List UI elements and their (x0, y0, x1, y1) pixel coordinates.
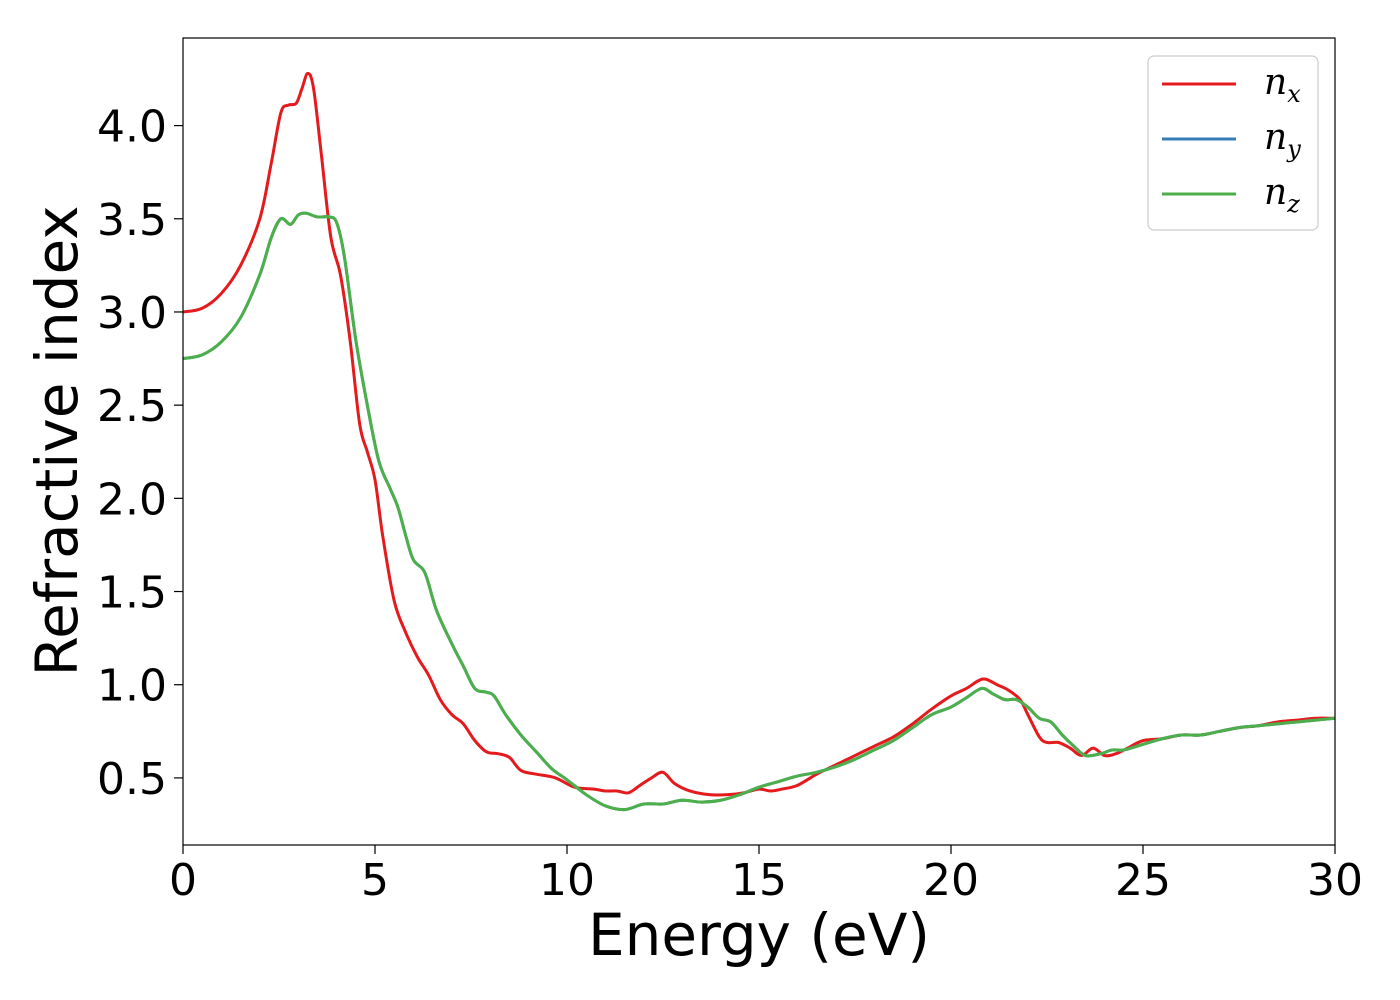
y-tick-label: 1.0 (97, 661, 167, 712)
x-tick-label: 10 (539, 855, 595, 906)
y-tick-label: 2.0 (97, 474, 167, 525)
x-tick-label: 20 (923, 855, 979, 906)
legend-box (1147, 55, 1319, 231)
y-tick-label: 3.5 (97, 195, 167, 246)
y-tick-label: 2.5 (97, 381, 167, 432)
y-tick-label: 0.5 (97, 754, 167, 805)
y-tick-label: 1.5 (97, 568, 167, 619)
series-layer (183, 71, 1335, 812)
y-tick-label: 3.0 (97, 288, 167, 339)
x-axis-title: Energy (eV) (588, 901, 930, 969)
series-line-nx (183, 71, 1335, 797)
series-line-nz (183, 211, 1335, 812)
x-tick-label: 15 (731, 855, 787, 906)
y-tick-label: 4.0 (97, 102, 167, 153)
x-tick-label: 25 (1115, 855, 1171, 906)
y-axis: 0.5 1.0 1.5 2.0 2.5 3.0 3.5 4.0 (97, 102, 183, 805)
x-axis: 0 5 10 15 20 25 30 (169, 845, 1363, 906)
y-axis-title: Refractive index (23, 205, 91, 676)
x-tick-label: 5 (361, 855, 389, 906)
x-tick-label: 0 (169, 855, 197, 906)
x-tick-label: 30 (1307, 855, 1363, 906)
